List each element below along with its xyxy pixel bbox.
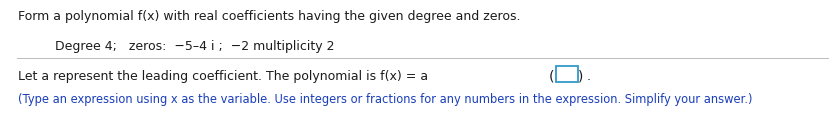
Text: Form a polynomial f(x) with real coefficients having the given degree and zeros.: Form a polynomial f(x) with real coeffic…: [18, 10, 521, 23]
Text: (Type an expression using x as the variable. Use integers or fractions for any n: (Type an expression using x as the varia…: [18, 93, 752, 106]
Text: .: .: [586, 70, 590, 83]
Text: (: (: [549, 70, 555, 84]
Text: Degree 4;   zeros:  −5–4 i ;  −2 multiplicity 2: Degree 4; zeros: −5–4 i ; −2 multiplicit…: [55, 40, 334, 53]
Text: ): ): [579, 70, 584, 84]
Text: Let a represent the leading coefficient. The polynomial is f(x) = a: Let a represent the leading coefficient.…: [18, 70, 428, 83]
FancyBboxPatch shape: [556, 66, 579, 82]
